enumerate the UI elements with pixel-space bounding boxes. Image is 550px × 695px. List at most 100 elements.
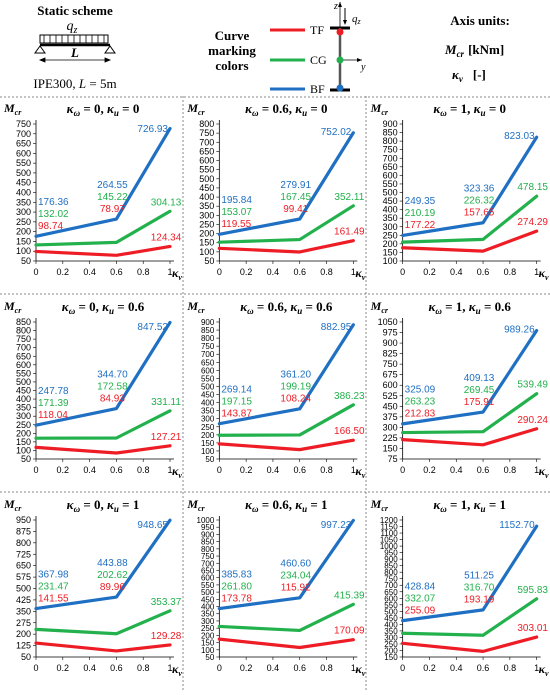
x-axis-label: κν — [172, 464, 182, 480]
y-tick-label: 350 — [201, 610, 215, 619]
chart-title: κω = 0, κu = 1 — [67, 497, 140, 514]
y-tick-label: 950 — [201, 523, 215, 532]
y-tick-label: 700 — [201, 350, 215, 359]
x-tick-label: 0.4 — [450, 465, 463, 475]
y-tick-label: 200 — [383, 239, 398, 249]
y-tick-label: 150 — [199, 238, 214, 248]
y-tick-label: 400 — [384, 620, 398, 629]
y-tick-label: 450 — [201, 391, 215, 400]
y-tick-label: 600 — [199, 156, 214, 166]
y-tick-label: 850 — [16, 317, 31, 327]
i-section-icon — [330, 2, 362, 92]
y-tick-label: 800 — [199, 119, 214, 129]
y-tick-label: 800 — [384, 568, 398, 577]
y-tick-label: 600 — [201, 574, 215, 583]
x-axis-label: κν — [355, 464, 365, 480]
section-load-label: qz — [352, 13, 362, 26]
chart-title: κω = 0.6, κu = 1 — [245, 497, 327, 514]
x-tick-label: 0 — [400, 663, 405, 673]
series-line-bf — [34, 518, 172, 611]
y-tick-label: 850 — [201, 326, 215, 335]
y-tick-label: 450 — [201, 595, 215, 604]
data-label-end-cg: 478.15 — [517, 182, 548, 193]
data-label-end-tf: 127.21 — [151, 432, 182, 443]
data-label-end-bf: 752.02 — [321, 127, 352, 138]
data-label-cg: 171.39 — [38, 398, 69, 409]
data-label-end-bf: 847.52 — [137, 322, 168, 333]
chart-title: κω = 1, κu = 0.6 — [428, 299, 511, 316]
y-axis-label: Mcr — [3, 497, 22, 513]
y-tick-label: 550 — [199, 165, 214, 175]
x-tick-label: 0.8 — [320, 267, 333, 277]
y-tick-label: 200 — [201, 631, 215, 640]
y-tick-label: 750 — [384, 575, 398, 584]
data-label-bf: 195.84 — [221, 195, 252, 206]
x-axis-label: κν — [539, 266, 549, 282]
y-tick-label: 800 — [201, 545, 215, 554]
data-label-cg: 234.04 — [280, 571, 311, 582]
data-label-tf: 98.74 — [38, 221, 63, 232]
y-tick-label: 450 — [383, 401, 398, 411]
chart-title: κω = 0, κu = 0.6 — [62, 299, 145, 316]
series-line-cg — [34, 209, 172, 247]
y-axis-label: Mcr — [3, 101, 22, 117]
data-label-end-cg: 331.11 — [151, 397, 181, 408]
chart-panel: κω = 1, κu = 0 Mcr 10015020025030035040045… — [370, 101, 549, 282]
y-tick-label: 150 — [383, 443, 398, 453]
data-label-cg: 172.58 — [97, 381, 128, 392]
series-line-tf — [217, 438, 355, 452]
y-tick-label: 250 — [199, 219, 214, 229]
series-line-bf — [217, 518, 355, 611]
chart-panel: κω = 0, κu = 0.6Mcr501001502002503003504… — [3, 299, 182, 480]
series-line-tf — [34, 244, 172, 257]
y-tick-label: 900 — [201, 318, 215, 327]
y-tick-label: 800 — [16, 538, 31, 548]
data-label-bf: 385.83 — [221, 569, 252, 580]
y-axis-label: Mcr — [186, 101, 205, 117]
y-tick-label: 700 — [383, 153, 398, 163]
series-line-cg — [34, 409, 172, 440]
x-tick-label: 0 — [217, 663, 222, 673]
y-axis-label: Mcr — [3, 299, 22, 315]
y-tick-label: 600 — [384, 594, 398, 603]
x-tick-label: 1 — [534, 465, 539, 475]
y-tick-label: 550 — [16, 158, 31, 168]
x-tick-label: 0.6 — [477, 267, 490, 277]
y-tick-label: 350 — [16, 403, 31, 413]
y-tick-label: 950 — [16, 515, 31, 525]
y-tick-label: 900 — [383, 119, 398, 129]
y-tick-label: 550 — [16, 368, 31, 378]
y-tick-label: 675 — [383, 370, 398, 380]
y-tick-label: 225 — [383, 433, 398, 443]
y-tick-label: 575 — [16, 572, 31, 582]
data-label-end-tf: 161.49 — [334, 227, 365, 238]
data-label-end-tf: 274.29 — [517, 217, 548, 228]
data-label-end-cg: 595.83 — [517, 585, 548, 596]
y-axis-label: Mcr — [370, 101, 389, 117]
y-tick-label: 1000 — [380, 542, 398, 551]
data-label-end-cg: 353.37 — [151, 597, 182, 608]
section-axis-y: y — [360, 62, 366, 73]
span-dimension-icon — [38, 57, 112, 63]
x-tick-label: 0.2 — [423, 663, 436, 673]
y-tick-label: 100 — [383, 256, 398, 266]
series-line-cg — [401, 597, 539, 637]
y-tick-label: 350 — [16, 606, 31, 616]
y-tick-label: 850 — [201, 538, 215, 547]
units-title: Axis units: — [450, 13, 510, 28]
y-axis-label: Mcr — [370, 299, 389, 315]
y-tick-label: 300 — [383, 422, 398, 432]
data-label-end-cg: 415.39 — [334, 590, 365, 601]
x-axis-label: κν — [172, 662, 182, 678]
x-tick-label: 1 — [351, 267, 356, 277]
data-label-cg: 316.70 — [464, 583, 495, 594]
x-tick-label: 0 — [33, 465, 38, 475]
y-tick-label: 50 — [21, 256, 31, 266]
y-tick-label: 1200 — [380, 516, 398, 525]
x-tick-label: 1 — [167, 465, 172, 475]
y-tick-label: 450 — [384, 614, 398, 623]
data-label-tf: 108.24 — [280, 394, 311, 405]
x-tick-label: 0.6 — [110, 663, 123, 673]
x-tick-label: 0.8 — [137, 663, 150, 673]
x-tick-label: 0.4 — [83, 465, 96, 475]
